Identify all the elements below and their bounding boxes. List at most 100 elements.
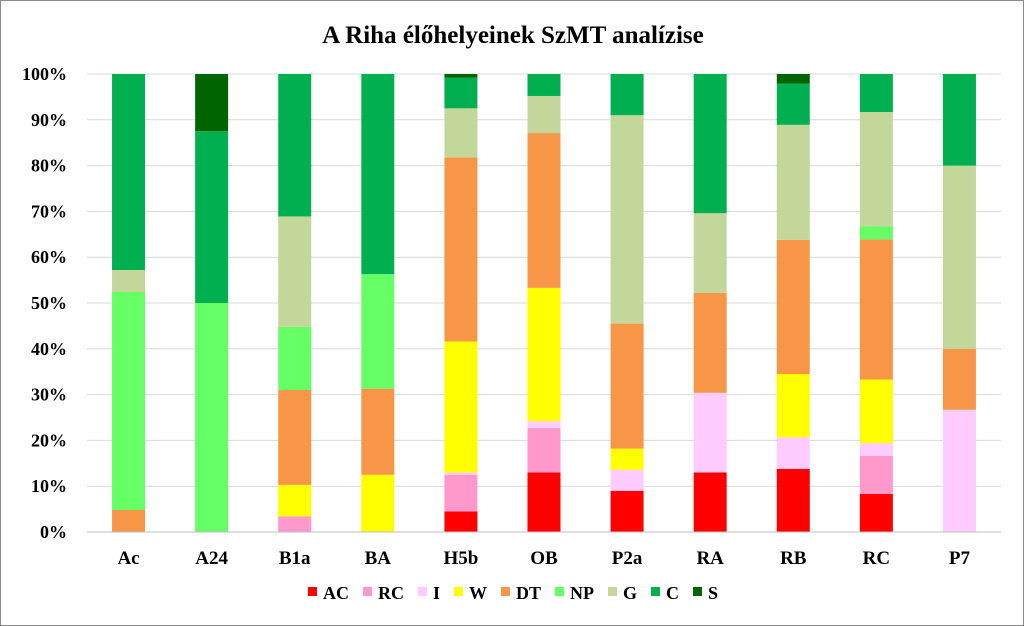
bar-segment-w: [859, 379, 893, 444]
bar-segment-c: [278, 74, 312, 217]
bars: [112, 74, 976, 532]
legend-swatch: [651, 587, 661, 596]
bar-segment-i: [693, 392, 727, 473]
bar-segment-i: [610, 469, 644, 491]
x-tick-label: A24: [195, 548, 228, 569]
x-tick-label: RA: [696, 548, 724, 569]
bar-segment-g: [776, 124, 810, 240]
x-tick-label: P7: [949, 548, 971, 569]
bar-segment-np: [361, 274, 395, 389]
legend-swatch: [555, 587, 564, 596]
bar-segment-g: [942, 165, 976, 349]
bar-segment-dt: [278, 390, 312, 485]
bar-segment-c: [527, 74, 561, 96]
legend-label: W: [469, 583, 487, 603]
bar-segment-c: [776, 83, 810, 125]
bar-segment-i: [942, 409, 976, 532]
legend-swatch: [307, 587, 317, 596]
y-tick-label: 90%: [31, 110, 67, 130]
bar-segment-c: [693, 74, 727, 214]
bar-segment-c: [361, 74, 395, 275]
bar-segment-g: [610, 115, 644, 324]
bar-segment-c: [942, 74, 976, 166]
bar-segment-dt: [942, 348, 976, 410]
y-tick-label: 100%: [22, 64, 67, 84]
bar-segment-ac: [776, 468, 810, 532]
bar-segment-c: [610, 74, 644, 116]
legend-label: S: [708, 583, 718, 603]
y-tick-label: 80%: [31, 156, 67, 176]
bar-segment-dt: [361, 388, 395, 475]
bar-segment-w: [361, 474, 395, 532]
bar-segment-w: [776, 373, 810, 438]
bar-segment-c: [859, 74, 893, 113]
bar-segment-ac: [527, 472, 561, 532]
legend-label: G: [623, 583, 637, 603]
bar-segment-g: [278, 216, 312, 327]
legend-swatch: [362, 587, 372, 596]
axes: 0% 10% 20% 30% 40% 50% 60% 70% 80% 90% 100% Ac A24 B1…: [22, 64, 1001, 569]
bar-segment-ac: [610, 490, 644, 532]
x-tick-label: RB: [780, 548, 807, 569]
x-tick-label: B1a: [279, 548, 311, 569]
bar-segment-s: [444, 74, 478, 78]
bar-segment-rc: [527, 428, 561, 473]
legend-swatch: [500, 587, 510, 596]
y-tick-label: 60%: [31, 247, 67, 267]
bar-segment-i: [444, 472, 478, 475]
legend-label: RC: [378, 583, 404, 603]
bar-segment-ac: [693, 472, 727, 532]
bar-segment-ac: [444, 511, 478, 532]
x-tick-label: H5b: [443, 548, 478, 569]
bar-segment-w: [444, 341, 478, 473]
bar-segment-g: [693, 213, 727, 293]
bar-segment-np: [278, 326, 312, 391]
legend-label: NP: [570, 583, 594, 603]
legend-swatch: [693, 587, 703, 596]
legend-swatch: [453, 587, 463, 596]
bar-segment-g: [859, 112, 893, 227]
bar-segment-w: [278, 484, 312, 517]
legend-swatch: [417, 587, 427, 596]
legend-label: AC: [323, 583, 349, 603]
y-tick-label: 70%: [31, 201, 67, 221]
bar-segment-dt: [776, 239, 810, 374]
y-tick-label: 30%: [31, 385, 67, 405]
bar-segment-s: [776, 74, 810, 84]
legend-swatch: [608, 587, 617, 596]
bar-segment-rc: [859, 455, 893, 494]
bar-segment-dt: [693, 292, 727, 393]
bar-segment-dt: [444, 157, 478, 342]
y-tick-label: 20%: [31, 430, 67, 450]
bar-segment-c: [444, 77, 478, 109]
bar-segment-s: [195, 74, 229, 132]
bar-segment-dt: [112, 510, 146, 532]
bar-segment-i: [859, 443, 893, 456]
bar-segment-dt: [527, 133, 561, 288]
x-tick-label: BA: [365, 548, 392, 569]
bar-segment-g: [444, 108, 478, 158]
bar-segment-np: [859, 226, 893, 240]
y-tick-label: 10%: [31, 476, 67, 496]
bar-segment-i: [776, 437, 810, 469]
legend-label: DT: [516, 583, 541, 603]
x-tick-label: P2a: [612, 548, 643, 569]
bar-segment-i: [527, 421, 561, 429]
bar-segment-c: [195, 131, 229, 303]
y-tick-label: 40%: [31, 339, 67, 359]
x-tick-label: Ac: [117, 548, 139, 569]
bar-segment-np: [112, 292, 146, 511]
bar-segment-ac: [859, 493, 893, 532]
bar-segment-np: [195, 303, 229, 532]
bar-segment-rc: [278, 516, 312, 532]
x-tick-label: RC: [863, 548, 890, 569]
y-tick-label: 50%: [31, 293, 67, 313]
bar-segment-c: [112, 74, 146, 271]
y-tick-label: 0%: [40, 522, 67, 542]
x-tick-label: OB: [530, 548, 558, 569]
bar-segment-g: [527, 95, 561, 134]
bar-segment-dt: [610, 323, 644, 449]
bar-segment-w: [610, 448, 644, 470]
